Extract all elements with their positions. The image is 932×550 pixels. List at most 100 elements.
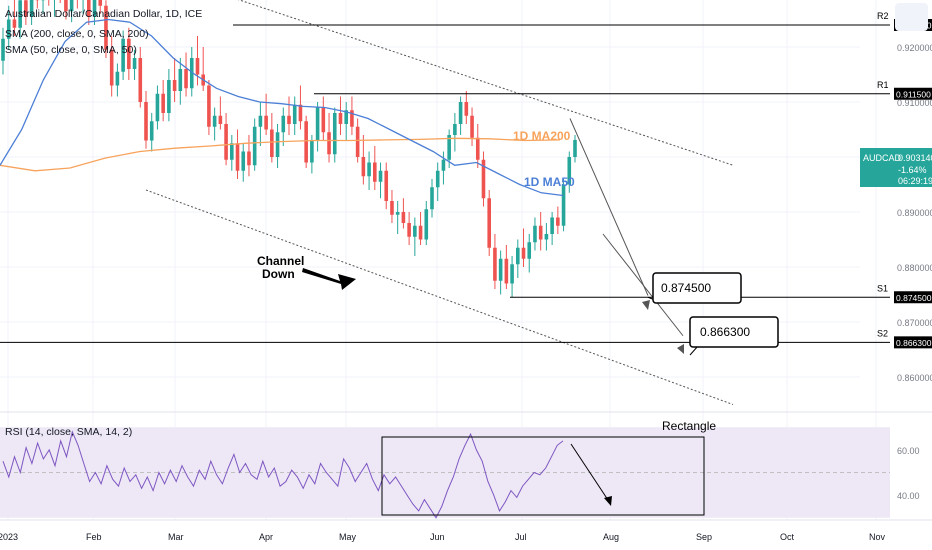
candle-body (64, 0, 68, 12)
candle-body (109, 49, 114, 86)
symbol-price: 0.903140 (898, 153, 932, 163)
level-price-bg-s2 (894, 336, 932, 349)
candle-body (470, 115, 474, 138)
channel-lower-line (145, 189, 734, 405)
price-tick-label: 0.880000 (897, 263, 932, 273)
candle-body (367, 162, 371, 177)
indicator-sma50-label[interactable]: SMA (50, close, 0, SMA, 50) (5, 44, 137, 56)
rsi-pane: 60.00 40.00 (0, 427, 920, 519)
candle-body (167, 80, 171, 113)
candle-body (327, 132, 331, 155)
chart-settings-button[interactable] (895, 3, 928, 31)
candle-body (510, 264, 514, 284)
candle-body (441, 159, 446, 171)
candle-body (378, 170, 383, 182)
price-tick-label: 0.910000 (897, 98, 932, 108)
candle-body (413, 225, 417, 237)
rsi-label[interactable]: RSI (14, close, SMA, 14, 2) (5, 426, 132, 438)
candle-body (458, 102, 463, 124)
candle-body (127, 38, 131, 69)
price-tick-label: 0.920000 (897, 43, 932, 53)
symbol-countdown: 06:29:19 (898, 176, 932, 186)
target2-box (689, 316, 779, 348)
candle-body (138, 58, 143, 102)
time-axis[interactable]: 2023 Feb Mar Apr May Jun Jul Aug Sep Oct Nov (0, 532, 886, 542)
candle-body (401, 212, 406, 223)
projection-line-2 (602, 233, 684, 337)
candle-body (6, 19, 11, 39)
candle-body (550, 217, 554, 234)
candle-body (453, 124, 457, 135)
time-label: Apr (259, 532, 273, 542)
projection-arrowhead-1 (642, 300, 650, 310)
candle-body (384, 170, 389, 201)
candle-body (24, 0, 28, 17)
candle-body (161, 93, 165, 113)
candle-body (338, 113, 343, 124)
chart-title: Australian Dollar/Canadian Dollar, 1D, I… (5, 8, 202, 20)
candle-body (69, 0, 74, 12)
candle-body (373, 162, 377, 182)
candle-body (189, 58, 194, 89)
candle-body (224, 124, 228, 160)
candle-body (556, 217, 560, 226)
candle-body (361, 157, 366, 177)
time-label: Oct (780, 532, 795, 542)
symbol-price-label[interactable] (860, 148, 932, 187)
time-label: Mar (168, 532, 184, 542)
candle-body (275, 132, 280, 157)
candle-body (567, 157, 572, 185)
candle-body (315, 107, 320, 141)
rsi-line (2, 430, 564, 519)
candle-body (92, 0, 97, 17)
candle-body (561, 184, 566, 226)
candle-body (104, 5, 108, 50)
price-axis[interactable]: 0.920000 0.910000 0.890000 0.880000 0.870000… (897, 43, 932, 383)
candle-body (287, 115, 291, 124)
candle-body (247, 151, 251, 166)
level-tag-s2: S2 (877, 328, 888, 338)
level-tag-r2: R2 (877, 11, 889, 21)
candle-body (292, 104, 297, 124)
candle-body (355, 126, 360, 157)
level-price-s2: 0.866300 (896, 338, 932, 348)
time-label: 2023 (0, 532, 18, 542)
candle-body (447, 135, 451, 160)
ma50-line (0, 18, 564, 197)
candle-body (172, 80, 177, 91)
time-label: Aug (603, 532, 619, 542)
candle-body (298, 104, 303, 122)
level-price-bg-s1 (894, 291, 932, 304)
ma200-line (0, 137, 561, 172)
candle-body (504, 258, 509, 284)
candle-body (207, 85, 211, 127)
drawings (145, 0, 734, 405)
price-tick-label: 0.870000 (897, 318, 932, 328)
candle-body (12, 19, 17, 28)
level-tag-s1: S1 (877, 283, 888, 293)
candle-body (521, 247, 526, 259)
candle-body (395, 212, 400, 215)
candle-body (310, 140, 314, 163)
candle-body (98, 0, 103, 6)
time-label: Jun (430, 532, 445, 542)
rsi-tick-label: 60.00 (897, 446, 920, 456)
projection-arrowhead-2 (677, 344, 684, 354)
indicator-sma200-label[interactable]: SMA (200, close, 0, SMA, 200) (5, 28, 149, 40)
candle-body (270, 129, 274, 157)
level-price-s1: 0.874500 (896, 293, 932, 303)
time-label: Feb (86, 532, 102, 542)
ma50-annotation: 1D MA50 (524, 175, 575, 189)
candle-body (464, 102, 469, 116)
candle-body (178, 69, 183, 91)
candle-body (87, 0, 91, 17)
candle-body (252, 126, 257, 166)
candle-body (332, 113, 337, 155)
time-label: Nov (869, 532, 886, 542)
candle-body (435, 170, 440, 188)
candle-body (218, 115, 223, 124)
candle-body (321, 107, 326, 133)
rsi-arrowhead (604, 496, 612, 506)
symbol-change: -1.64% (898, 165, 927, 175)
